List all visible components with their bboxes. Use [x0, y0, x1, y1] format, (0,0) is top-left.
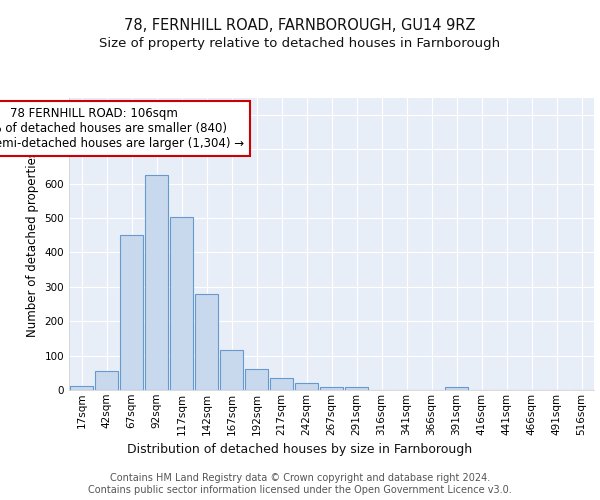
Y-axis label: Number of detached properties: Number of detached properties — [26, 151, 39, 337]
Bar — [170, 217, 193, 390]
Bar — [295, 383, 319, 390]
Bar — [95, 371, 118, 390]
Text: Contains HM Land Registry data © Crown copyright and database right 2024.
Contai: Contains HM Land Registry data © Crown c… — [88, 474, 512, 495]
Text: 78 FERNHILL ROAD: 106sqm
← 39% of detached houses are smaller (840)
60% of semi-: 78 FERNHILL ROAD: 106sqm ← 39% of detach… — [0, 107, 244, 150]
Bar — [194, 294, 218, 390]
Bar — [445, 387, 469, 390]
Bar — [220, 350, 244, 390]
Bar — [269, 378, 293, 390]
Bar — [344, 387, 368, 390]
Text: Size of property relative to detached houses in Farnborough: Size of property relative to detached ho… — [100, 38, 500, 51]
Bar — [119, 235, 143, 390]
Bar — [320, 386, 343, 390]
Text: Distribution of detached houses by size in Farnborough: Distribution of detached houses by size … — [127, 442, 473, 456]
Bar — [70, 386, 94, 390]
Text: 78, FERNHILL ROAD, FARNBOROUGH, GU14 9RZ: 78, FERNHILL ROAD, FARNBOROUGH, GU14 9RZ — [124, 18, 476, 32]
Bar — [245, 368, 268, 390]
Bar — [145, 175, 169, 390]
